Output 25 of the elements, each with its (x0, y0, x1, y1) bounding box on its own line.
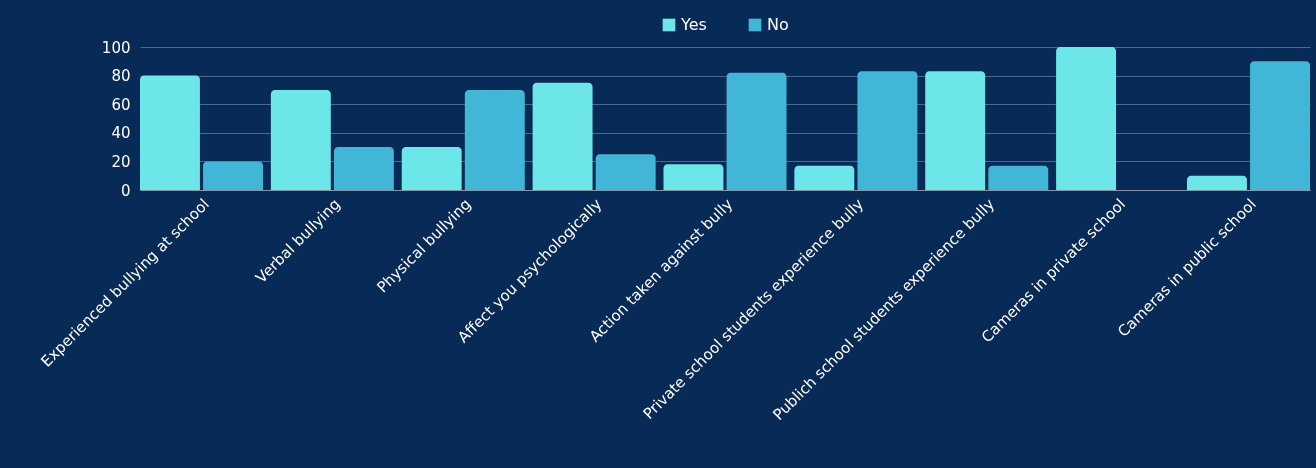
y-tick-label: 40 (111, 124, 131, 143)
legend-label: No (767, 15, 789, 34)
bar (595, 154, 656, 190)
bar (726, 72, 787, 190)
bar (1250, 61, 1310, 190)
bar (140, 75, 200, 190)
y-tick-label: 80 (111, 67, 131, 86)
bar (203, 161, 264, 190)
bar (663, 164, 724, 190)
y-tick-label: 100 (101, 38, 131, 57)
y-tick-label: 20 (111, 152, 131, 171)
bar (857, 71, 918, 190)
bar (270, 89, 331, 190)
y-tick-label: 60 (111, 95, 131, 114)
bar (1186, 175, 1247, 190)
bar (794, 165, 855, 190)
legend-label: Yes (680, 15, 707, 34)
bar (532, 82, 593, 190)
bar (401, 147, 462, 190)
bar (333, 147, 394, 190)
y-tick-label: 0 (120, 181, 131, 200)
bar (925, 71, 986, 190)
bar (988, 165, 1049, 190)
bar (464, 89, 525, 190)
bar (1056, 47, 1117, 190)
